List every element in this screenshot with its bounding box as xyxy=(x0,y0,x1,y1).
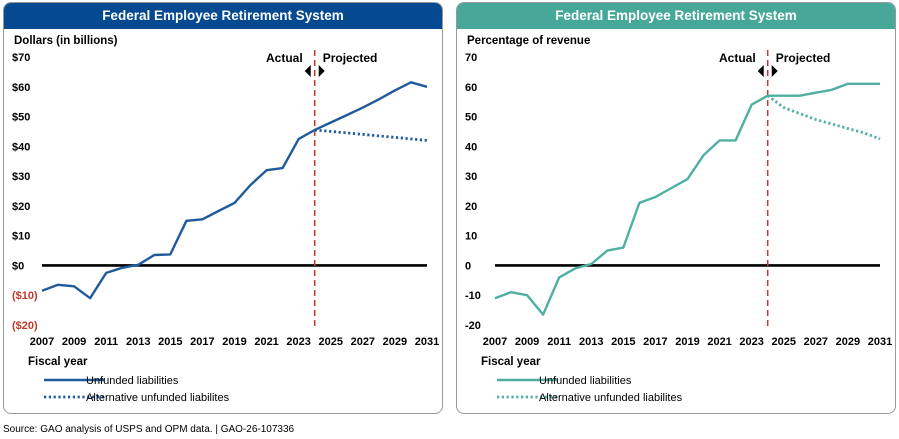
right-chart-panel: Federal Employee Retirement System Perce… xyxy=(456,2,896,414)
unfunded-series-line xyxy=(41,81,428,300)
y-tick-label: $60 xyxy=(12,82,30,94)
x-tick-label: 2013 xyxy=(126,336,150,348)
y-tick-label: 60 xyxy=(465,82,477,94)
legend-label: Unfunded liabilities xyxy=(86,375,179,387)
y-tick-label: -20 xyxy=(465,320,481,332)
x-tick-label: 2015 xyxy=(611,336,635,348)
x-tick-label: 2029 xyxy=(836,336,860,348)
source-note: Source: GAO analysis of USPS and OPM dat… xyxy=(3,424,295,435)
x-tick-label: 2017 xyxy=(643,336,667,348)
x-tick-label: 2007 xyxy=(483,336,507,348)
chart-svg: Dollars (in billions) $70 $60 $50 $40 $30 $20 $… xyxy=(12,35,439,404)
x-tick-label: 2023 xyxy=(286,336,310,348)
y-tick-label: 0 xyxy=(465,260,471,272)
x-tick-label: 2019 xyxy=(222,336,246,348)
x-tick-label: 2021 xyxy=(254,336,278,348)
y-tick-label: $0 xyxy=(12,260,24,272)
x-tick-label: 2009 xyxy=(62,336,86,348)
x-tick-label: 2031 xyxy=(415,336,439,348)
actual-label: Actual xyxy=(266,51,303,65)
left-chart-panel: Federal Employee Retirement System Dolla… xyxy=(3,2,443,414)
x-tick-label: 2029 xyxy=(383,336,407,348)
x-tick-label: 2007 xyxy=(30,336,54,348)
chart-title: Federal Employee Retirement System xyxy=(4,3,442,29)
left-arrow-icon xyxy=(304,65,311,77)
unfunded-series-line xyxy=(494,82,880,316)
right-arrow-icon xyxy=(771,65,778,77)
left-arrow-icon xyxy=(757,65,764,77)
x-axis-title: Fiscal year xyxy=(481,356,541,368)
y-tick-label: $70 xyxy=(12,52,30,64)
projected-label: Projected xyxy=(323,51,378,65)
y-tick-label: 10 xyxy=(465,231,477,243)
legend-label: Unfunded liabilities xyxy=(539,375,632,387)
x-tick-label: 2013 xyxy=(579,336,603,348)
chart-title: Federal Employee Retirement System xyxy=(457,3,895,29)
y-tick-label: ($20) xyxy=(12,320,38,332)
projected-label: Projected xyxy=(776,51,831,65)
alternative-series-line xyxy=(766,94,881,141)
y-tick-label: -10 xyxy=(465,290,481,302)
x-tick-label: 2017 xyxy=(190,336,214,348)
y-tick-label: 20 xyxy=(465,201,477,213)
legend-label: Alternative unfunded liabilites xyxy=(539,392,683,404)
y-tick-label: 30 xyxy=(465,171,477,183)
y-axis-title: Percentage of revenue xyxy=(467,35,590,47)
y-tick-label: ($10) xyxy=(12,290,38,302)
y-tick-label: $50 xyxy=(12,112,30,124)
x-tick-label: 2027 xyxy=(804,336,828,348)
x-tick-label: 2019 xyxy=(675,336,699,348)
x-tick-label: 2021 xyxy=(707,336,731,348)
right-arrow-icon xyxy=(318,65,325,77)
x-tick-label: 2025 xyxy=(319,336,343,348)
x-tick-label: 2031 xyxy=(868,336,892,348)
y-tick-label: $10 xyxy=(12,231,30,243)
alternative-series-line xyxy=(314,128,428,142)
x-tick-label: 2023 xyxy=(739,336,763,348)
x-tick-label: 2011 xyxy=(547,336,571,348)
y-tick-label: $30 xyxy=(12,171,30,183)
x-tick-label: 2009 xyxy=(515,336,539,348)
y-tick-label: 40 xyxy=(465,141,477,153)
chart-svg: Percentage of revenue 70 60 50 40 30 20 10 0 -10 -… xyxy=(465,35,892,404)
x-tick-label: 2027 xyxy=(351,336,375,348)
y-tick-label: 50 xyxy=(465,112,477,124)
legend-label: Alternative unfunded liabilites xyxy=(86,392,230,404)
actual-label: Actual xyxy=(719,51,756,65)
x-tick-label: 2011 xyxy=(94,336,118,348)
x-tick-label: 2025 xyxy=(772,336,796,348)
y-axis-title: Dollars (in billions) xyxy=(14,35,118,47)
x-axis-title: Fiscal year xyxy=(28,356,88,368)
y-tick-label: $40 xyxy=(12,141,30,153)
x-tick-label: 2015 xyxy=(158,336,182,348)
y-tick-label: $20 xyxy=(12,201,30,213)
y-tick-label: 70 xyxy=(465,52,477,64)
